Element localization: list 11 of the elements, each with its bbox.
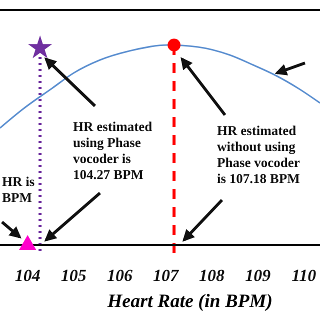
x-tick-label: 106: [106, 266, 133, 285]
x-tick-label: 107: [153, 266, 180, 285]
x-axis-title: Heart Rate (in BPM): [106, 291, 273, 312]
annotation: HR is BPM: [2, 174, 35, 205]
ref-line-label: HR estimated without using Phase vocoder is 107.18 BPM: [217, 123, 300, 186]
x-tick-label: 108: [199, 266, 226, 285]
ref-line-label: HR estimated using Phase vocoder is 104.27 BPM: [73, 119, 153, 182]
x-tick-label: 104: [14, 266, 40, 285]
x-tick-label: 105: [60, 266, 87, 285]
x-tick-label: 110: [292, 266, 317, 285]
x-tick-label: 109: [245, 266, 272, 285]
